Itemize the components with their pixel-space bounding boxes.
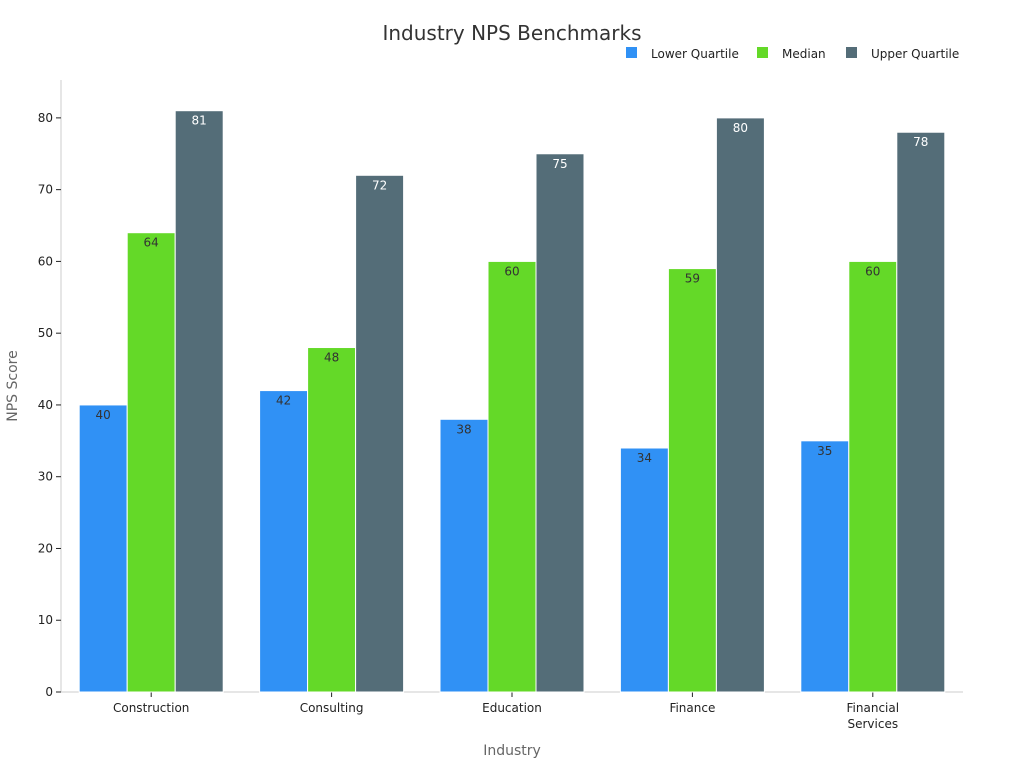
legend-label: Upper Quartile	[871, 47, 959, 61]
x-tick-label: Education	[482, 701, 542, 715]
bar-value-label: 72	[372, 178, 387, 192]
bar-value-label: 40	[96, 408, 111, 422]
x-axis-label: Industry	[483, 743, 541, 759]
bar-upper-quartile	[715, 117, 765, 693]
bar-value-label: 42	[276, 394, 291, 408]
y-tick-label: 20	[38, 541, 53, 555]
bar-value-label: 34	[637, 451, 652, 465]
bar-value-label: 60	[865, 264, 880, 278]
bar-value-label: 81	[192, 114, 207, 128]
y-tick-label: 70	[38, 183, 53, 197]
bar-median	[126, 232, 176, 693]
y-tick-label: 10	[38, 613, 53, 627]
y-ticks: 0 10 20 30 40 50 60 70 80	[38, 111, 61, 699]
bar-value-label: 38	[456, 422, 471, 436]
y-tick-label: 0	[45, 685, 53, 699]
bar-lower-quartile	[800, 440, 850, 693]
legend-swatch	[846, 47, 857, 58]
bar-value-label: 60	[504, 264, 519, 278]
legend-label: Lower Quartile	[651, 47, 739, 61]
bar-lower-quartile	[619, 447, 669, 693]
bars	[78, 110, 946, 693]
x-tick-label-line: Financial	[847, 701, 900, 715]
bar-median	[667, 268, 717, 693]
y-tick-label: 30	[38, 470, 53, 484]
x-tick-label-line: Finance	[669, 701, 715, 715]
bar-lower-quartile	[259, 390, 309, 693]
x-ticks: Construction Consulting Education Finance Fi…	[113, 692, 899, 731]
legend: Lower Quartile Median Upper Quartile	[626, 47, 959, 61]
y-tick-label: 60	[38, 254, 53, 268]
bar-lower-quartile	[78, 404, 128, 693]
x-tick-label: Consulting	[300, 701, 364, 715]
legend-swatch	[757, 47, 768, 58]
y-tick-label: 80	[38, 111, 53, 125]
bar-median	[848, 260, 898, 693]
chart-title: Industry NPS Benchmarks	[382, 21, 641, 45]
bar-median	[307, 347, 357, 693]
bar-upper-quartile	[355, 174, 405, 693]
y-tick-label: 50	[38, 326, 53, 340]
bar-value-label: 59	[685, 272, 700, 286]
x-tick-label-line: Services	[847, 717, 898, 731]
x-tick-label-line: Education	[482, 701, 542, 715]
bar-value-label: 35	[817, 444, 832, 458]
legend-swatch	[626, 47, 637, 58]
bar-upper-quartile	[896, 131, 946, 693]
bar-value-label: 64	[144, 236, 159, 250]
bar-value-label: 75	[552, 157, 567, 171]
x-tick-label: Finance	[669, 701, 715, 715]
bar-value-label: 48	[324, 351, 339, 365]
y-tick-label: 40	[38, 398, 53, 412]
bar-lower-quartile	[439, 418, 489, 693]
bar-median	[487, 260, 537, 693]
x-tick-label-line: Construction	[113, 701, 189, 715]
bar-upper-quartile	[174, 110, 224, 693]
legend-label: Median	[782, 47, 826, 61]
x-tick-label-line: Consulting	[300, 701, 364, 715]
bar-value-label: 80	[733, 121, 748, 135]
bar-upper-quartile	[535, 153, 585, 693]
y-axis-label: NPS Score	[5, 350, 21, 421]
x-tick-label: Financial Services	[847, 701, 900, 731]
bar-labels: 40 64 81 42 48 72 38 60 75 34 59 80 35 60 78	[96, 114, 929, 465]
bar-value-label: 78	[913, 135, 928, 149]
x-tick-label: Construction	[113, 701, 189, 715]
